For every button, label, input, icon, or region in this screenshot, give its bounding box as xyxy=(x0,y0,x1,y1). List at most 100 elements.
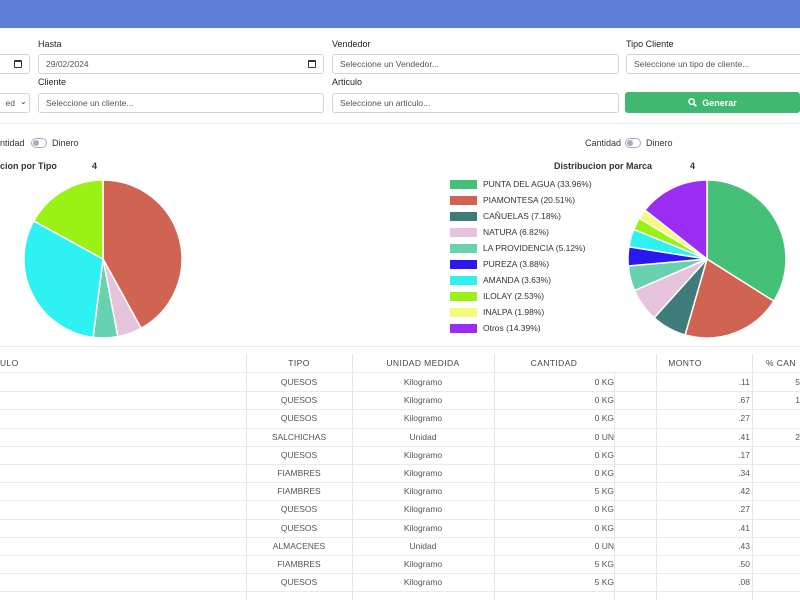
calendar-icon[interactable] xyxy=(14,60,22,68)
generar-button[interactable]: Generar xyxy=(625,92,800,113)
vendedor-select[interactable]: Seleccione un Vendedor... xyxy=(332,54,619,74)
legend-label: PUREZA (3.88%) xyxy=(483,259,550,269)
legend-label: ILOLAY (2.53%) xyxy=(483,291,545,301)
tipo-slice[interactable] xyxy=(32,179,104,261)
toggle-cantidad-label: ntidad xyxy=(0,138,25,148)
cell-cantidad: 0 KG xyxy=(594,504,614,515)
cliente-label: Cliente xyxy=(38,77,67,87)
vendedor-label: Vendedor xyxy=(332,39,371,49)
cell-pct-cantidad xyxy=(753,519,800,537)
legend-swatch xyxy=(450,212,477,221)
cell-tipo: QUESOS xyxy=(280,413,318,424)
table-row-divider xyxy=(0,464,800,465)
cell-monto: .41 xyxy=(738,431,750,442)
desde-date-field[interactable] xyxy=(0,54,30,74)
cell-monto: .50 xyxy=(738,559,750,569)
cell-pct-cantidad xyxy=(753,482,800,500)
column-header-unidad-medida[interactable]: UNIDAD MEDIDA xyxy=(386,358,460,368)
cell-tipo: QUESOS xyxy=(280,577,318,588)
cliente-select[interactable]: Seleccione un cliente... xyxy=(38,93,324,113)
chart-note-marca: 4 xyxy=(690,161,696,171)
cantidad-dinero-toggle[interactable] xyxy=(625,138,641,148)
tipo-slice[interactable] xyxy=(23,219,104,339)
cell-monto: .08 xyxy=(738,577,750,588)
table-row-divider xyxy=(0,427,800,429)
cell-unidad-medida: Kilogramo xyxy=(403,395,443,406)
cell-pct-cantidad xyxy=(753,500,800,518)
legend-label: LA PROVIDENCIA (5.12%) xyxy=(483,243,586,253)
tipo-cliente-label: Tipo Cliente xyxy=(626,39,674,49)
hasta-label: Hasta xyxy=(38,39,62,49)
pie-chart-marca xyxy=(627,179,787,339)
top-header-bar xyxy=(0,0,800,28)
cell-monto: .34 xyxy=(738,468,750,478)
legend-swatch xyxy=(450,196,477,205)
calendar-icon[interactable] xyxy=(308,60,316,68)
column-header-cantidad[interactable]: CANTIDAD xyxy=(530,358,578,368)
column-header-articulo[interactable]: ULO xyxy=(0,358,19,368)
legend-label: NATURA (6.82%) xyxy=(483,227,549,237)
cell-unidad-medida: Kilogramo xyxy=(403,377,443,387)
legend-swatch xyxy=(450,292,477,301)
chart-title-marca: Distribucion por Marca xyxy=(554,161,653,171)
left-select[interactable]: ed xyxy=(0,93,30,113)
column-divider xyxy=(352,354,353,600)
table-row-divider xyxy=(0,445,800,447)
legend-label: CAÑUELAS (7.18%) xyxy=(483,211,561,221)
articulo-select[interactable]: Seleccione un articulo... xyxy=(332,93,619,113)
cell-cantidad: 5 KG xyxy=(594,577,614,588)
section-divider xyxy=(0,346,800,347)
toggle-cantidad-label: Cantidad xyxy=(585,138,622,148)
legend-label: PUNTA DEL AGUA (33.96%) xyxy=(483,179,592,189)
cell-pct-cantidad: 1 xyxy=(795,395,800,406)
hasta-date-field[interactable]: 29/02/2024 xyxy=(38,54,324,74)
section-divider xyxy=(0,123,800,124)
cell-monto: .11 xyxy=(738,377,750,387)
column-divider xyxy=(246,354,247,600)
cantidad-dinero-toggle[interactable] xyxy=(31,138,47,148)
legend-swatch xyxy=(450,180,477,189)
tipo-slice[interactable] xyxy=(102,179,183,330)
cell-cantidad: 5 KG xyxy=(594,486,614,497)
toggle-dinero-label: Dinero xyxy=(646,138,673,148)
cell-cantidad: 0 KG xyxy=(594,413,614,424)
cell-unidad-medida: Unidad xyxy=(409,431,437,442)
cell-pct-cantidad xyxy=(753,555,800,573)
table-row-divider xyxy=(0,591,800,593)
table-row-divider xyxy=(0,482,800,484)
cell-pct-cantidad xyxy=(753,573,800,591)
cell-tipo: QUESOS xyxy=(280,395,318,406)
legend-swatch xyxy=(450,276,477,285)
toggle-dinero-label: Dinero xyxy=(52,138,79,148)
tipo-cliente-select[interactable]: Seleccione un tipo de cliente... xyxy=(626,54,800,74)
legend-label: AMANDA (3.63%) xyxy=(483,275,552,285)
column-header-tipo[interactable]: TIPO xyxy=(288,358,310,368)
cell-unidad-medida: Kilogramo xyxy=(403,449,443,460)
table-row-divider xyxy=(0,536,800,538)
cell-tipo: QUESOS xyxy=(280,504,318,515)
column-header-pct-cantidad[interactable]: % CAN xyxy=(766,358,796,368)
pie-chart-tipo xyxy=(23,179,183,339)
marca-slice[interactable] xyxy=(684,257,775,339)
cell-unidad-medida: Kilogramo xyxy=(403,522,443,533)
cell-cantidad: 0 KG xyxy=(594,377,614,387)
table-row-divider xyxy=(0,518,800,520)
cell-cantidad: 0 UN xyxy=(594,540,614,551)
cell-monto: .43 xyxy=(738,540,750,551)
legend-label: PIAMONTESA (20.51%) xyxy=(483,195,576,205)
column-header-monto[interactable]: MONTO xyxy=(668,358,702,368)
cell-unidad-medida: Unidad xyxy=(409,540,437,551)
column-divider xyxy=(656,354,657,600)
table-row-divider xyxy=(0,555,800,556)
table-row-divider xyxy=(0,409,800,411)
cell-tipo: QUESOS xyxy=(280,377,318,387)
cell-monto: .27 xyxy=(738,413,750,424)
table-header-divider xyxy=(0,372,800,373)
cell-unidad-medida: Kilogramo xyxy=(403,577,443,588)
cell-monto: .67 xyxy=(738,395,750,406)
legend-label: INALPA (1.98%) xyxy=(483,307,545,317)
cell-cantidad: 5 KG xyxy=(594,559,614,569)
cell-pct-cantidad xyxy=(753,464,800,482)
marca-slice[interactable] xyxy=(643,179,708,261)
cell-tipo: FIAMBRES xyxy=(277,468,321,478)
